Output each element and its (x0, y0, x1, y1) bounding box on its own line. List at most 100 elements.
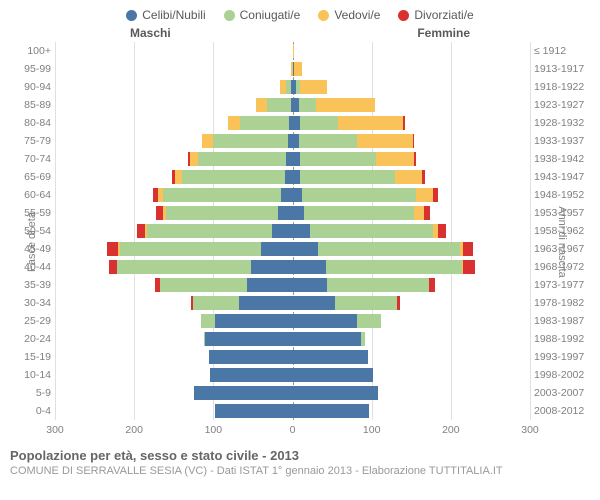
age-label: 95-99 (5, 63, 51, 75)
grid-line (530, 42, 531, 420)
bar-segment (327, 278, 428, 292)
bar-segment (429, 278, 435, 292)
x-tick-label: 200 (125, 424, 143, 436)
legend-label: Divorziati/e (414, 8, 473, 22)
female-bar (293, 78, 531, 96)
female-bar (293, 186, 531, 204)
age-row: 75-791933-1937 (55, 132, 530, 150)
bar-segment (414, 206, 424, 220)
female-bar (293, 60, 531, 78)
female-bar (293, 150, 531, 168)
age-label: 50-54 (5, 225, 51, 237)
age-row: 45-491963-1967 (55, 240, 530, 258)
male-bar (55, 330, 293, 348)
title-main: Popolazione per età, sesso e stato civil… (10, 448, 590, 463)
birth-year-label: 1918-1922 (534, 81, 596, 93)
bar-segment (166, 206, 278, 220)
bar-segment (416, 188, 433, 202)
bar-segment (438, 224, 446, 238)
birth-year-label: 1923-1927 (534, 99, 596, 111)
bar-segment (251, 260, 292, 274)
age-label: 30-34 (5, 297, 51, 309)
female-bar (293, 348, 531, 366)
chart-titles: Popolazione per età, sesso e stato civil… (0, 442, 600, 477)
bar-segment (335, 296, 397, 310)
birth-year-label: 1948-1952 (534, 189, 596, 201)
bar-segment (137, 224, 145, 238)
age-label: 20-24 (5, 333, 51, 345)
bar-segment (293, 116, 301, 130)
bar-segment (293, 314, 358, 328)
legend-item: Vedovi/e (318, 8, 380, 22)
female-bar (293, 222, 531, 240)
birth-year-label: 1938-1942 (534, 153, 596, 165)
age-row: 95-991913-1917 (55, 60, 530, 78)
bar-segment (433, 188, 438, 202)
bar-segment (193, 296, 239, 310)
age-label: 10-14 (5, 369, 51, 381)
bar-segment (215, 404, 293, 418)
male-bar (55, 96, 293, 114)
male-bar (55, 204, 293, 222)
bar-segment (293, 386, 379, 400)
female-bar (293, 312, 531, 330)
age-row: 50-541958-1962 (55, 222, 530, 240)
bar-segment (293, 242, 318, 256)
bar-segment (107, 242, 118, 256)
age-label: 85-89 (5, 99, 51, 111)
bar-segment (316, 98, 375, 112)
male-bar (55, 312, 293, 330)
bar-segment (109, 260, 117, 274)
legend-item: Divorziati/e (398, 8, 473, 22)
legend: Celibi/NubiliConiugati/eVedovi/eDivorzia… (0, 0, 600, 26)
bar-segment (357, 134, 412, 148)
age-row: 100+≤ 1912 (55, 42, 530, 60)
female-bar (293, 114, 531, 132)
bar-segment (240, 116, 289, 130)
male-bar (55, 60, 293, 78)
bar-segment (463, 260, 474, 274)
male-bar (55, 42, 293, 60)
birth-year-label: 1968-1972 (534, 261, 596, 273)
female-bar (293, 294, 531, 312)
bar-segment (293, 188, 303, 202)
bar-segment (261, 242, 293, 256)
age-row: 70-741938-1942 (55, 150, 530, 168)
bar-segment (160, 278, 247, 292)
age-row: 40-441968-1972 (55, 258, 530, 276)
bar-segment (293, 278, 328, 292)
age-row: 25-291983-1987 (55, 312, 530, 330)
male-bar (55, 150, 293, 168)
bar-segment (293, 224, 310, 238)
male-bar (55, 366, 293, 384)
birth-year-label: 1993-1997 (534, 351, 596, 363)
plot-area: 0-42008-20125-92003-200710-141998-200215… (55, 42, 530, 420)
male-bar (55, 402, 293, 420)
female-bar (293, 276, 531, 294)
female-bar (293, 402, 531, 420)
male-bar (55, 384, 293, 402)
bar-segment (376, 152, 414, 166)
age-row: 10-141998-2002 (55, 366, 530, 384)
age-label: 15-19 (5, 351, 51, 363)
birth-year-label: 1983-1987 (534, 315, 596, 327)
bar-segment (256, 98, 267, 112)
age-row: 65-691943-1947 (55, 168, 530, 186)
birth-year-label: 1933-1937 (534, 135, 596, 147)
bar-segment (299, 98, 316, 112)
bar-segment (403, 116, 405, 130)
age-row: 0-42008-2012 (55, 402, 530, 420)
x-tick-label: 200 (442, 424, 460, 436)
age-label: 80-84 (5, 117, 51, 129)
bar-segment (215, 314, 293, 328)
age-row: 20-241988-1992 (55, 330, 530, 348)
bar-segment (293, 206, 304, 220)
female-bar (293, 384, 531, 402)
legend-swatch (224, 10, 235, 21)
x-tick-label: 300 (46, 424, 64, 436)
bar-segment (239, 296, 293, 310)
birth-year-label: 1978-1982 (534, 297, 596, 309)
legend-item: Coniugati/e (224, 8, 301, 22)
age-label: 40-44 (5, 261, 51, 273)
bar-segment (413, 134, 415, 148)
